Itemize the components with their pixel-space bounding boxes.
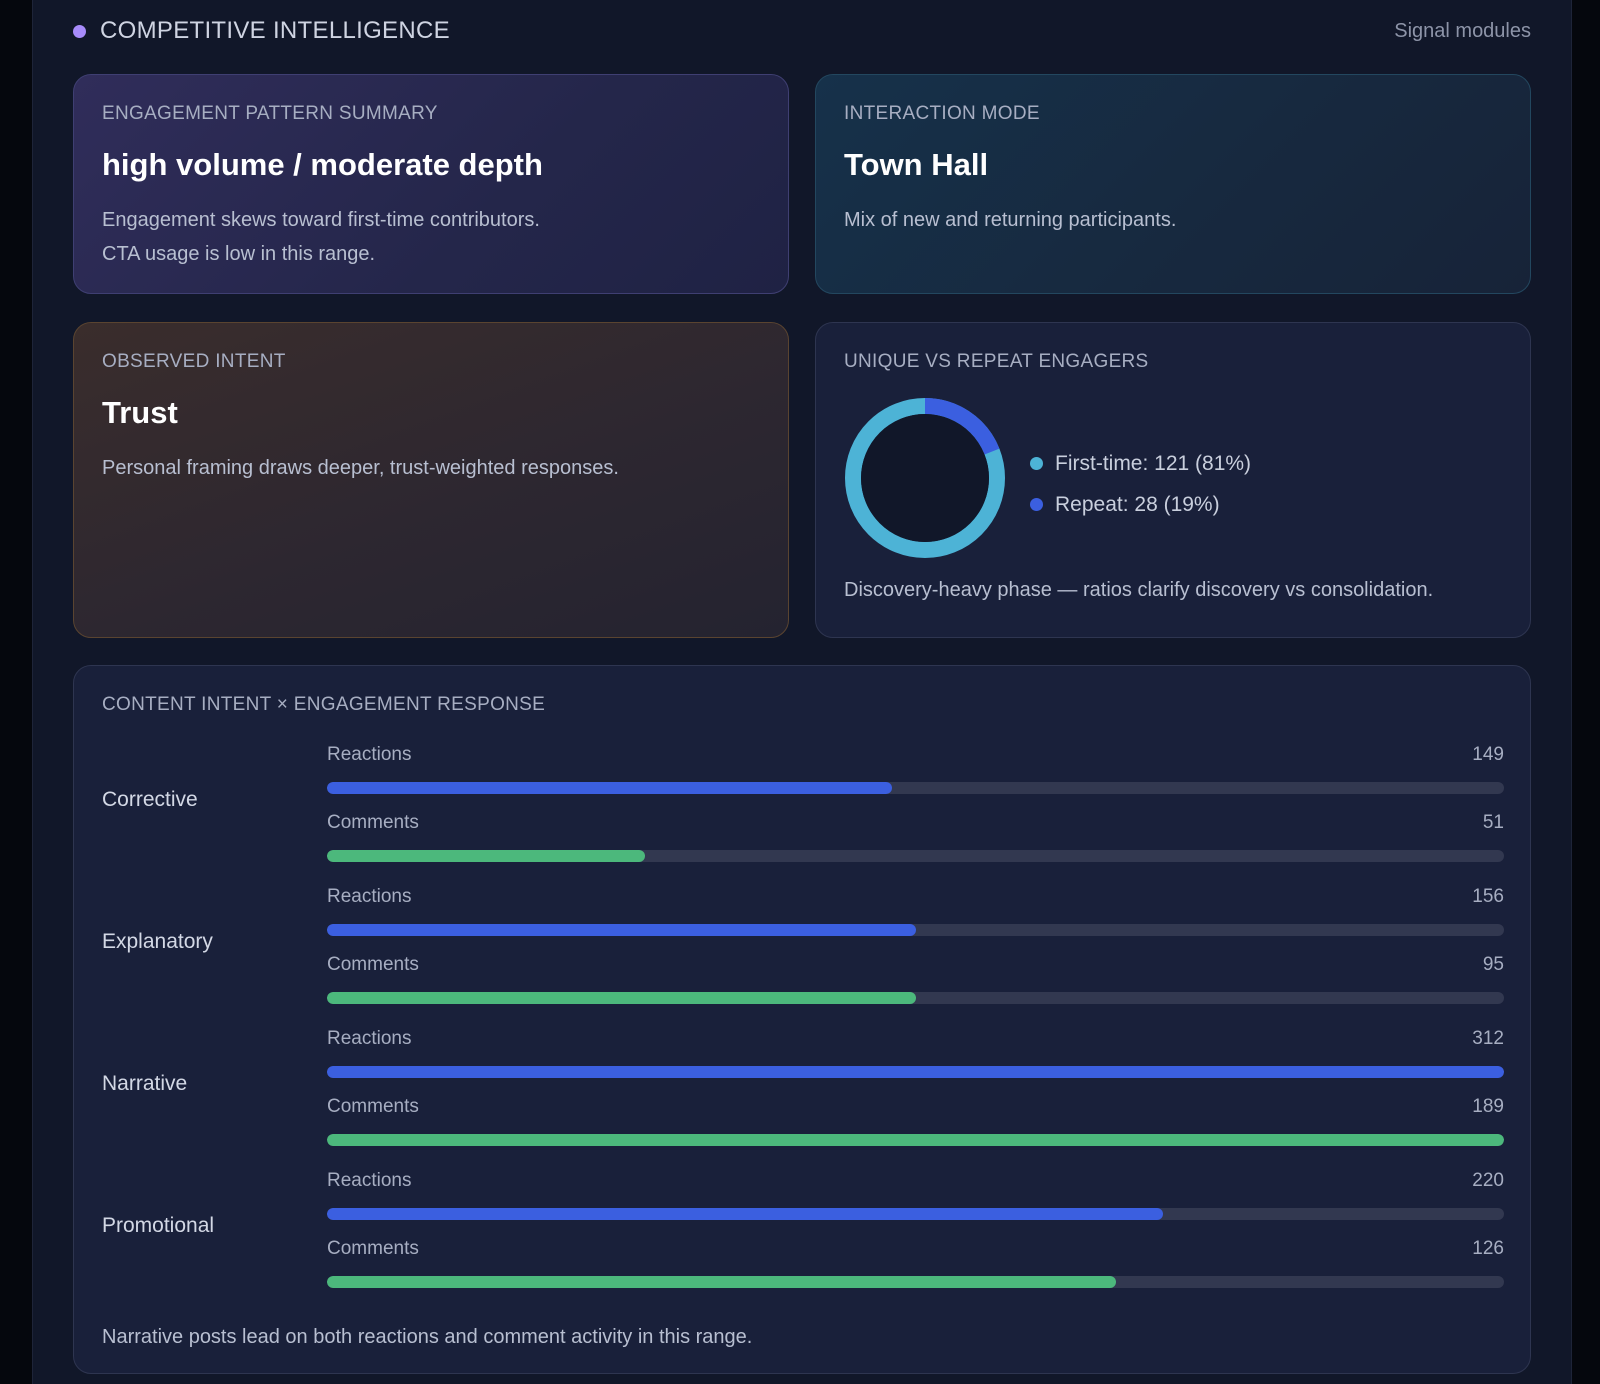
- card-label: UNIQUE VS REPEAT ENGAGERS: [844, 351, 1149, 372]
- reactions-metric: Reactions 220: [327, 1170, 1504, 1240]
- comments-bar-track: [327, 850, 1504, 862]
- comments-metric: Comments 189: [327, 1096, 1504, 1166]
- comments-bar-track: [327, 1134, 1504, 1146]
- legend-text: Repeat: 28 (19%): [1055, 492, 1220, 516]
- intent-group-narrative: Narrative Reactions 312 Comments 189: [102, 1028, 1504, 1173]
- intent-group-explanatory: Explanatory Reactions 156 Comments 95: [102, 886, 1504, 1031]
- reactions-value: 156: [1472, 886, 1504, 907]
- comments-value: 189: [1472, 1096, 1504, 1117]
- interaction-mode-card: INTERACTION MODE Town Hall Mix of new an…: [815, 74, 1531, 294]
- reactions-label: Reactions: [327, 744, 412, 765]
- reactions-bar-track: [327, 782, 1504, 794]
- comments-bar-fill: [327, 850, 645, 862]
- donut-svg: [845, 398, 1005, 558]
- reactions-metric: Reactions 312: [327, 1028, 1504, 1098]
- comments-bar-fill: [327, 992, 916, 1004]
- reactions-label: Reactions: [327, 1028, 412, 1049]
- reactions-bar-track: [327, 924, 1504, 936]
- intent-group-label: Promotional: [102, 1214, 215, 1237]
- content-note: Narrative posts lead on both reactions a…: [102, 1326, 753, 1348]
- comments-bar-track: [327, 1276, 1504, 1288]
- engagement-pattern-card: ENGAGEMENT PATTERN SUMMARY high volume /…: [73, 74, 789, 294]
- card-body: Mix of new and returning participants.: [844, 209, 1177, 231]
- comments-value: 51: [1482, 812, 1504, 833]
- comments-metric: Comments 51: [327, 812, 1504, 882]
- card-body: Engagement skews toward first-time contr…: [102, 203, 760, 271]
- legend-item-repeat: Repeat: 28 (19%): [1030, 484, 1251, 525]
- reactions-bar-fill: [327, 1208, 1163, 1220]
- legend-dot-icon: [1030, 457, 1043, 470]
- donut-segment-repeat: [845, 398, 1005, 558]
- comments-label: Comments: [327, 812, 419, 833]
- intent-group-label: Corrective: [102, 788, 198, 811]
- unique-vs-repeat-card: UNIQUE VS REPEAT ENGAGERS First-time: 12…: [815, 322, 1531, 638]
- reactions-value: 220: [1472, 1170, 1504, 1191]
- card-body-line: Engagement skews toward first-time contr…: [102, 209, 540, 231]
- card-body-line: CTA usage is low in this range.: [102, 243, 376, 265]
- card-label: ENGAGEMENT PATTERN SUMMARY: [102, 103, 438, 124]
- comments-value: 126: [1472, 1238, 1504, 1259]
- reactions-label: Reactions: [327, 886, 412, 907]
- reactions-metric: Reactions 156: [327, 886, 1504, 956]
- card-label: CONTENT INTENT × ENGAGEMENT RESPONSE: [102, 694, 546, 715]
- reactions-value: 312: [1472, 1028, 1504, 1049]
- content-intent-card: CONTENT INTENT × ENGAGEMENT RESPONSE Cor…: [73, 665, 1531, 1374]
- card-body: Personal framing draws deeper, trust-wei…: [102, 457, 619, 479]
- donut-hole: [861, 414, 989, 542]
- card-title: Town Hall: [844, 147, 989, 182]
- reactions-value: 149: [1472, 744, 1504, 765]
- legend-item-first-time: First-time: 121 (81%): [1030, 443, 1251, 484]
- reactions-bar-fill: [327, 782, 892, 794]
- section-title: COMPETITIVE INTELLIGENCE: [100, 17, 450, 44]
- card-title: high volume / moderate depth: [102, 147, 543, 182]
- engagers-note: Discovery-heavy phase — ratios clarify d…: [844, 579, 1434, 601]
- signal-modules-label: Signal modules: [1394, 19, 1531, 42]
- comments-label: Comments: [327, 1096, 419, 1117]
- reactions-metric: Reactions 149: [327, 744, 1504, 814]
- section-header: COMPETITIVE INTELLIGENCE Signal modules: [73, 14, 1531, 48]
- legend-dot-icon: [1030, 498, 1043, 511]
- header-title-group: COMPETITIVE INTELLIGENCE: [73, 17, 450, 45]
- section-dot-icon: [73, 24, 86, 38]
- card-label: INTERACTION MODE: [844, 103, 1040, 124]
- reactions-bar-track: [327, 1066, 1504, 1078]
- competitive-intelligence-panel: COMPETITIVE INTELLIGENCE Signal modules …: [32, 0, 1572, 1384]
- intent-group-promotional: Promotional Reactions 220 Comments 126: [102, 1170, 1504, 1315]
- comments-metric: Comments 126: [327, 1238, 1504, 1308]
- reactions-label: Reactions: [327, 1170, 412, 1191]
- reactions-bar-fill: [327, 1066, 1504, 1078]
- intent-group-label: Narrative: [102, 1072, 188, 1095]
- reactions-bar-track: [327, 1208, 1504, 1220]
- comments-value: 95: [1482, 954, 1504, 975]
- engagers-donut-chart: [842, 395, 1008, 561]
- card-label: OBSERVED INTENT: [102, 351, 286, 372]
- comments-bar-track: [327, 992, 1504, 1004]
- comments-label: Comments: [327, 1238, 419, 1259]
- comments-metric: Comments 95: [327, 954, 1504, 1024]
- comments-bar-fill: [327, 1276, 1116, 1288]
- observed-intent-card: OBSERVED INTENT Trust Personal framing d…: [73, 322, 789, 638]
- engagers-legend: First-time: 121 (81%) Repeat: 28 (19%): [1030, 443, 1251, 525]
- comments-label: Comments: [327, 954, 419, 975]
- intent-group-corrective: Corrective Reactions 149 Comments 51: [102, 744, 1504, 889]
- intent-group-label: Explanatory: [102, 930, 213, 953]
- card-title: Trust: [102, 395, 178, 430]
- comments-bar-fill: [327, 1134, 1504, 1146]
- legend-text: First-time: 121 (81%): [1055, 451, 1252, 475]
- reactions-bar-fill: [327, 924, 916, 936]
